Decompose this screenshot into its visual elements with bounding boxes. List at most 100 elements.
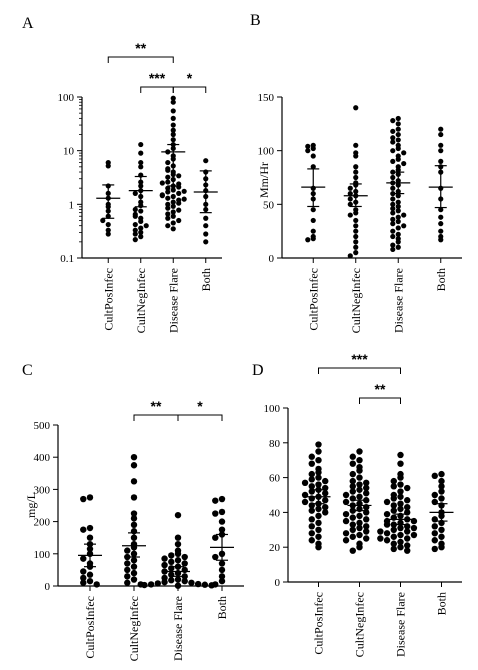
data-point	[431, 545, 438, 553]
data-point	[397, 544, 404, 551]
data-point	[315, 469, 322, 476]
data-point	[438, 207, 444, 213]
data-point	[431, 491, 438, 499]
data-point	[170, 131, 176, 138]
data-point	[342, 491, 350, 499]
data-point	[438, 126, 444, 132]
data-point	[353, 210, 359, 216]
data-point	[395, 131, 401, 138]
data-point	[170, 193, 176, 200]
data-point	[124, 579, 131, 586]
data-point	[390, 196, 396, 202]
panel-a: A 0.1 1 10 100 CultPosInfec CultNegInfec Disea…	[22, 15, 222, 333]
significance-bracket	[107, 56, 174, 63]
y-tick-label: 300	[34, 484, 51, 496]
data-point	[438, 470, 445, 478]
data-point	[310, 164, 316, 170]
data-point	[170, 108, 176, 114]
data-point	[395, 145, 401, 152]
panel-c: C mg/L 0 100 200 300 400 500 CultPosInfec CultN…	[22, 362, 244, 661]
data-point	[218, 560, 226, 567]
data-point	[201, 581, 209, 588]
significance-bracket	[177, 414, 223, 421]
data-point	[397, 481, 404, 488]
data-point	[353, 105, 359, 111]
data-point	[176, 184, 182, 190]
data-point	[395, 199, 401, 205]
data-point	[170, 220, 176, 226]
data-point	[356, 512, 363, 520]
data-point	[315, 474, 322, 481]
data-point	[315, 481, 322, 488]
data-point	[124, 573, 131, 580]
data-point	[395, 193, 401, 199]
data-point	[105, 221, 111, 228]
data-point	[86, 494, 94, 501]
data-point	[353, 244, 359, 250]
data-point	[168, 577, 175, 584]
data-point	[383, 530, 391, 537]
data-point	[138, 150, 144, 156]
data-point	[308, 537, 315, 544]
x-category-label: CultPosInfec	[83, 596, 97, 659]
data-point	[390, 228, 396, 234]
data-point	[410, 531, 418, 539]
data-point	[218, 577, 226, 585]
data-point	[212, 553, 219, 561]
data-point	[310, 217, 316, 224]
data-point	[165, 195, 171, 201]
data-point	[124, 547, 131, 554]
data-point	[315, 526, 322, 533]
data-point	[395, 225, 401, 231]
data-point	[356, 467, 363, 474]
data-point	[174, 582, 182, 589]
data-point	[130, 454, 138, 461]
data-point	[363, 497, 370, 504]
data-point	[395, 231, 401, 237]
data-point	[347, 212, 353, 218]
data-point	[347, 196, 353, 202]
data-point	[132, 231, 138, 237]
data-point	[130, 515, 138, 522]
y-tick-label: 80	[269, 438, 281, 450]
data-point	[395, 244, 401, 250]
data-point	[390, 483, 397, 490]
data-point	[395, 167, 401, 173]
data-point	[356, 524, 363, 532]
data-point	[438, 495, 445, 502]
y-tick-label: 40	[269, 507, 281, 519]
data-point	[438, 483, 445, 490]
data-point	[397, 538, 404, 546]
data-point	[315, 448, 322, 455]
data-point	[410, 524, 418, 532]
data-point	[86, 577, 94, 585]
data-point	[390, 201, 396, 207]
data-point	[395, 156, 401, 162]
data-point	[218, 573, 226, 580]
data-point	[363, 516, 370, 523]
panel-d: D 0 20 40 60 80 100 CultPosInfec CultNegInfec Di…	[252, 351, 462, 657]
data-point	[168, 565, 175, 572]
data-point	[168, 558, 175, 566]
data-point	[315, 512, 322, 520]
data-point	[353, 153, 359, 159]
data-point	[342, 517, 350, 525]
data-point	[395, 137, 401, 143]
data-point	[377, 528, 384, 535]
data-point	[383, 510, 391, 518]
data-point	[404, 503, 411, 511]
data-point	[342, 537, 350, 544]
data-point	[308, 460, 315, 467]
data-point	[397, 460, 404, 467]
data-point	[349, 453, 356, 460]
data-point	[342, 510, 350, 518]
data-point	[390, 118, 396, 124]
data-point	[353, 250, 359, 256]
y-tick-label: 150	[258, 92, 275, 104]
data-point	[347, 191, 353, 197]
data-point	[349, 460, 356, 467]
data-point	[124, 560, 131, 567]
data-point	[438, 148, 444, 154]
significance-label: **	[151, 398, 162, 414]
data-point	[390, 148, 396, 154]
